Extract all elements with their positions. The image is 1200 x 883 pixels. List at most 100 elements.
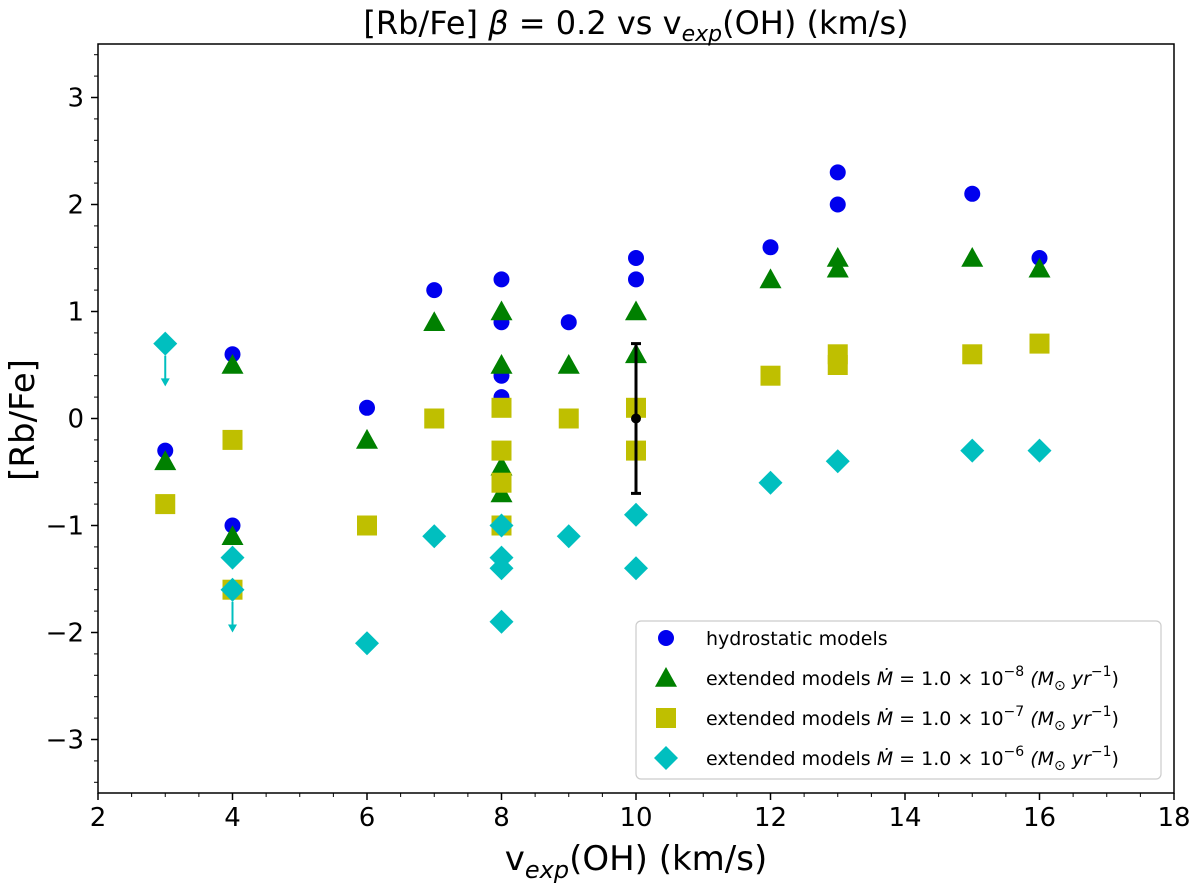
data-point-triangle xyxy=(221,525,244,545)
data-point-diamond xyxy=(758,470,783,495)
data-point-triangle xyxy=(490,455,513,476)
data-point-circle xyxy=(829,164,846,181)
series-square xyxy=(155,333,1050,600)
legend-eq: = 1.0 × 10 xyxy=(893,708,1003,730)
data-point-square xyxy=(357,515,377,536)
legend-unit-exp: −1 xyxy=(1091,744,1112,760)
x-tick-label: 14 xyxy=(888,803,921,833)
legend-mdot: Ṁ xyxy=(877,667,893,690)
legend-marker-circle xyxy=(658,630,674,646)
title-prefix: [Rb/Fe] xyxy=(363,4,488,42)
data-point-circle xyxy=(426,282,443,299)
data-point-diamond xyxy=(624,502,648,527)
data-point-square xyxy=(491,472,512,493)
data-point-diamond xyxy=(1027,438,1052,463)
data-point-square xyxy=(962,344,983,365)
data-point-triangle xyxy=(356,428,378,449)
y-tick-label: −3 xyxy=(46,726,84,756)
y-tick-label: −1 xyxy=(46,512,84,542)
data-point-diamond xyxy=(489,513,514,538)
series-circle xyxy=(157,164,1048,534)
data-point-diamond xyxy=(220,577,245,602)
data-point-diamond xyxy=(153,331,178,356)
data-point-diamond xyxy=(556,524,581,549)
data-point-triangle xyxy=(423,311,446,331)
data-point-diamond xyxy=(489,609,514,634)
chart-title: [Rb/Fe] β = 0.2 vs vexp(OH) (km/s) xyxy=(363,4,908,47)
legend: hydrostatic models extended models Ṁ = 1.… xyxy=(635,620,1162,780)
legend-label-text: extended models xyxy=(706,668,877,690)
y-tick-label: −2 xyxy=(46,619,84,649)
upper-limit-arrowhead xyxy=(160,378,170,387)
legend-mdot: Ṁ xyxy=(877,747,893,770)
data-point-triangle xyxy=(1028,257,1051,278)
data-point-circle xyxy=(359,399,375,416)
legend-exp: −7 xyxy=(1004,704,1025,720)
x-tick-label: 2 xyxy=(90,803,107,833)
data-point-diamond xyxy=(220,545,245,570)
legend-unit-a: (M xyxy=(1024,668,1054,690)
y-tick-label: 1 xyxy=(67,298,84,328)
xlabel-suffix: (OH) (km/s) xyxy=(569,839,767,879)
data-point-diamond xyxy=(624,556,648,581)
legend-marker-triangle xyxy=(655,667,677,687)
data-point-triangle xyxy=(826,247,849,267)
error-bar-point xyxy=(631,413,641,424)
legend-marker-square xyxy=(656,708,676,728)
legend-unit-c: ) xyxy=(1112,748,1119,770)
x-tick-label: 18 xyxy=(1157,803,1190,833)
y-tick-label: 3 xyxy=(67,84,84,114)
data-point-triangle xyxy=(826,257,849,278)
legend-unit-a: (M xyxy=(1024,708,1054,730)
data-point-circle xyxy=(560,314,577,331)
legend-eq: = 1.0 × 10 xyxy=(893,748,1003,770)
data-point-triangle xyxy=(625,300,647,321)
legend-exp: −6 xyxy=(1004,744,1025,760)
legend-unit-sun: ⊙ xyxy=(1054,678,1066,694)
x-tick-label: 12 xyxy=(754,803,787,833)
legend-unit-b: yr xyxy=(1066,708,1092,730)
data-point-diamond xyxy=(960,438,985,463)
x-tick-label: 8 xyxy=(493,803,510,833)
x-tick-label: 10 xyxy=(619,803,652,833)
data-point-square xyxy=(155,494,176,515)
legend-label: hydrostatic models xyxy=(706,628,888,650)
data-point-diamond xyxy=(489,556,514,581)
data-point-square xyxy=(1029,333,1050,354)
legend-label-text: extended models xyxy=(706,748,877,770)
svg-text:vexp(OH) (km/s): vexp(OH) (km/s) xyxy=(505,839,768,883)
legend-unit-c: ) xyxy=(1112,668,1119,690)
data-point-square xyxy=(558,408,579,429)
data-point-circle xyxy=(628,271,644,288)
legend-label: extended models Ṁ = 1.0 × 10−7 (M⊙ yr−1) xyxy=(706,704,1119,734)
legend-label-text: hydrostatic models xyxy=(706,628,888,650)
legend-marker-diamond xyxy=(654,746,678,770)
xlabel-prefix: v xyxy=(505,839,525,879)
legend-mdot: Ṁ xyxy=(877,707,893,730)
legend-unit-a: (M xyxy=(1024,748,1054,770)
legend-unit-exp: −1 xyxy=(1091,664,1112,680)
x-tick-label: 4 xyxy=(224,803,241,833)
data-point-square xyxy=(491,397,512,418)
y-tick-label: 2 xyxy=(67,191,84,221)
x-tick-label: 6 xyxy=(359,803,376,833)
xlabel-sub: exp xyxy=(525,856,569,883)
legend-box xyxy=(635,620,1162,780)
data-point-triangle xyxy=(557,354,580,374)
data-point-diamond xyxy=(825,449,850,474)
data-point-square xyxy=(491,440,512,461)
data-point-circle xyxy=(493,271,510,288)
legend-eq: = 1.0 × 10 xyxy=(893,668,1003,690)
x-tick-label: 16 xyxy=(1023,803,1056,833)
data-point-circle xyxy=(829,196,846,213)
data-point-diamond xyxy=(422,524,447,549)
legend-unit-sun: ⊙ xyxy=(1054,758,1066,774)
legend-label: extended models Ṁ = 1.0 × 10−8 (M⊙ yr−1) xyxy=(706,664,1119,694)
legend-unit-exp: −1 xyxy=(1091,704,1112,720)
legend-unit-sun: ⊙ xyxy=(1054,718,1066,734)
title-beta: β xyxy=(487,4,508,42)
legend-label-text: extended models xyxy=(706,708,877,730)
title-suffix: (OH) (km/s) xyxy=(722,4,909,42)
data-point-triangle xyxy=(490,300,513,321)
